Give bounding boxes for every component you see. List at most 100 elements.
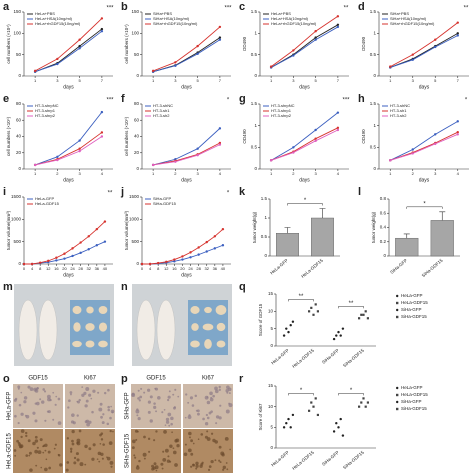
series-line [153, 128, 221, 166]
stain [225, 409, 230, 414]
point [312, 405, 315, 408]
x-tick-label: 4 [219, 171, 222, 176]
stain [151, 467, 155, 471]
stain [88, 420, 92, 424]
y-tick-label: 1.5 [370, 101, 377, 106]
stain [109, 416, 112, 420]
marker [218, 38, 222, 41]
y-tick-label: 1.5 [261, 196, 268, 201]
marker [269, 159, 273, 162]
stain [192, 463, 196, 467]
x-axis-label: days [419, 177, 430, 183]
stain [162, 457, 167, 462]
legend-label: SiHa+PBS [153, 11, 172, 16]
stain [206, 416, 210, 420]
stain [44, 443, 48, 447]
point [314, 397, 317, 400]
x-tick-label: 7 [337, 78, 340, 83]
stain [102, 443, 105, 446]
marker [213, 247, 217, 250]
annotation: *** [106, 98, 114, 104]
x-tick-label: 3 [412, 78, 415, 83]
column-header: GDF15 [146, 376, 166, 382]
stain [17, 385, 21, 389]
stain [52, 391, 55, 394]
stain [42, 388, 45, 391]
stain [35, 464, 38, 467]
x-tick-label: 20 [62, 266, 67, 271]
legend-label: HT-3-shrpNC [35, 103, 59, 108]
stain [32, 411, 36, 415]
stain [206, 430, 209, 433]
stain [13, 449, 17, 452]
x-tick-label: 40 [103, 266, 108, 271]
stain [44, 449, 47, 452]
legend-swatch [396, 407, 399, 411]
y-tick-label: 1.5 [251, 9, 258, 14]
stain [168, 424, 171, 427]
marker [218, 36, 222, 39]
x-tick-label: 3 [434, 171, 437, 176]
y-tick-label: 0 [270, 343, 273, 348]
marker [165, 260, 168, 263]
significance-bracket [288, 393, 314, 396]
stain [108, 441, 113, 446]
x-axis-label: days [63, 84, 74, 90]
y-tick-label: 0.5 [370, 145, 377, 150]
column-header: Ki67 [202, 376, 215, 382]
stain [25, 454, 29, 457]
tumor [190, 306, 200, 314]
row-label: HeLa-GDF15 [7, 433, 13, 469]
stain [20, 391, 23, 394]
point [310, 306, 313, 309]
y-axis-label: tumor weight(g) [371, 211, 376, 243]
x-tick-label: 5 [197, 78, 200, 83]
marker [55, 259, 58, 262]
stain [55, 395, 58, 398]
x-tick-label: SiHa-GFP [389, 258, 408, 275]
point [362, 313, 365, 316]
marker [55, 256, 58, 259]
stain [73, 461, 77, 465]
stain [160, 462, 164, 466]
column-header: GDF15 [28, 376, 48, 382]
marker [100, 17, 104, 20]
stain [41, 400, 45, 404]
stain [154, 387, 157, 390]
legend-label: HT-3-sh2 [153, 113, 170, 118]
tumor [72, 340, 82, 348]
panel-letter: n [121, 281, 128, 293]
stain [219, 461, 222, 464]
stain [57, 397, 61, 401]
stain [206, 396, 209, 399]
x-tick-label: 32 [87, 266, 92, 271]
x-tick-label: 40 [221, 266, 226, 271]
marker [196, 153, 199, 157]
error-bar [439, 211, 446, 221]
x-axis-label: days [181, 84, 192, 90]
marker [174, 64, 177, 67]
y-tick-label: 0.5 [370, 52, 377, 57]
stain [28, 451, 32, 455]
stain [157, 396, 161, 400]
stain [183, 452, 188, 457]
stain [210, 432, 214, 435]
bar [311, 217, 334, 257]
error-bar [284, 227, 291, 234]
marker [218, 143, 222, 146]
stain [13, 398, 17, 402]
stain [204, 422, 209, 426]
legend-label: HeLa+rhGDF15(10ng/ml) [35, 21, 81, 26]
x-tick-label: 3 [56, 78, 59, 83]
marker [78, 44, 81, 48]
annotation: * [423, 201, 426, 207]
marker [411, 58, 414, 61]
stain [147, 410, 151, 414]
x-tick-label: 4 [457, 171, 460, 176]
stain [210, 396, 213, 399]
stain [165, 417, 170, 422]
stain [190, 439, 194, 443]
mouse [156, 299, 176, 361]
bar [395, 237, 419, 257]
tumor [191, 323, 199, 331]
